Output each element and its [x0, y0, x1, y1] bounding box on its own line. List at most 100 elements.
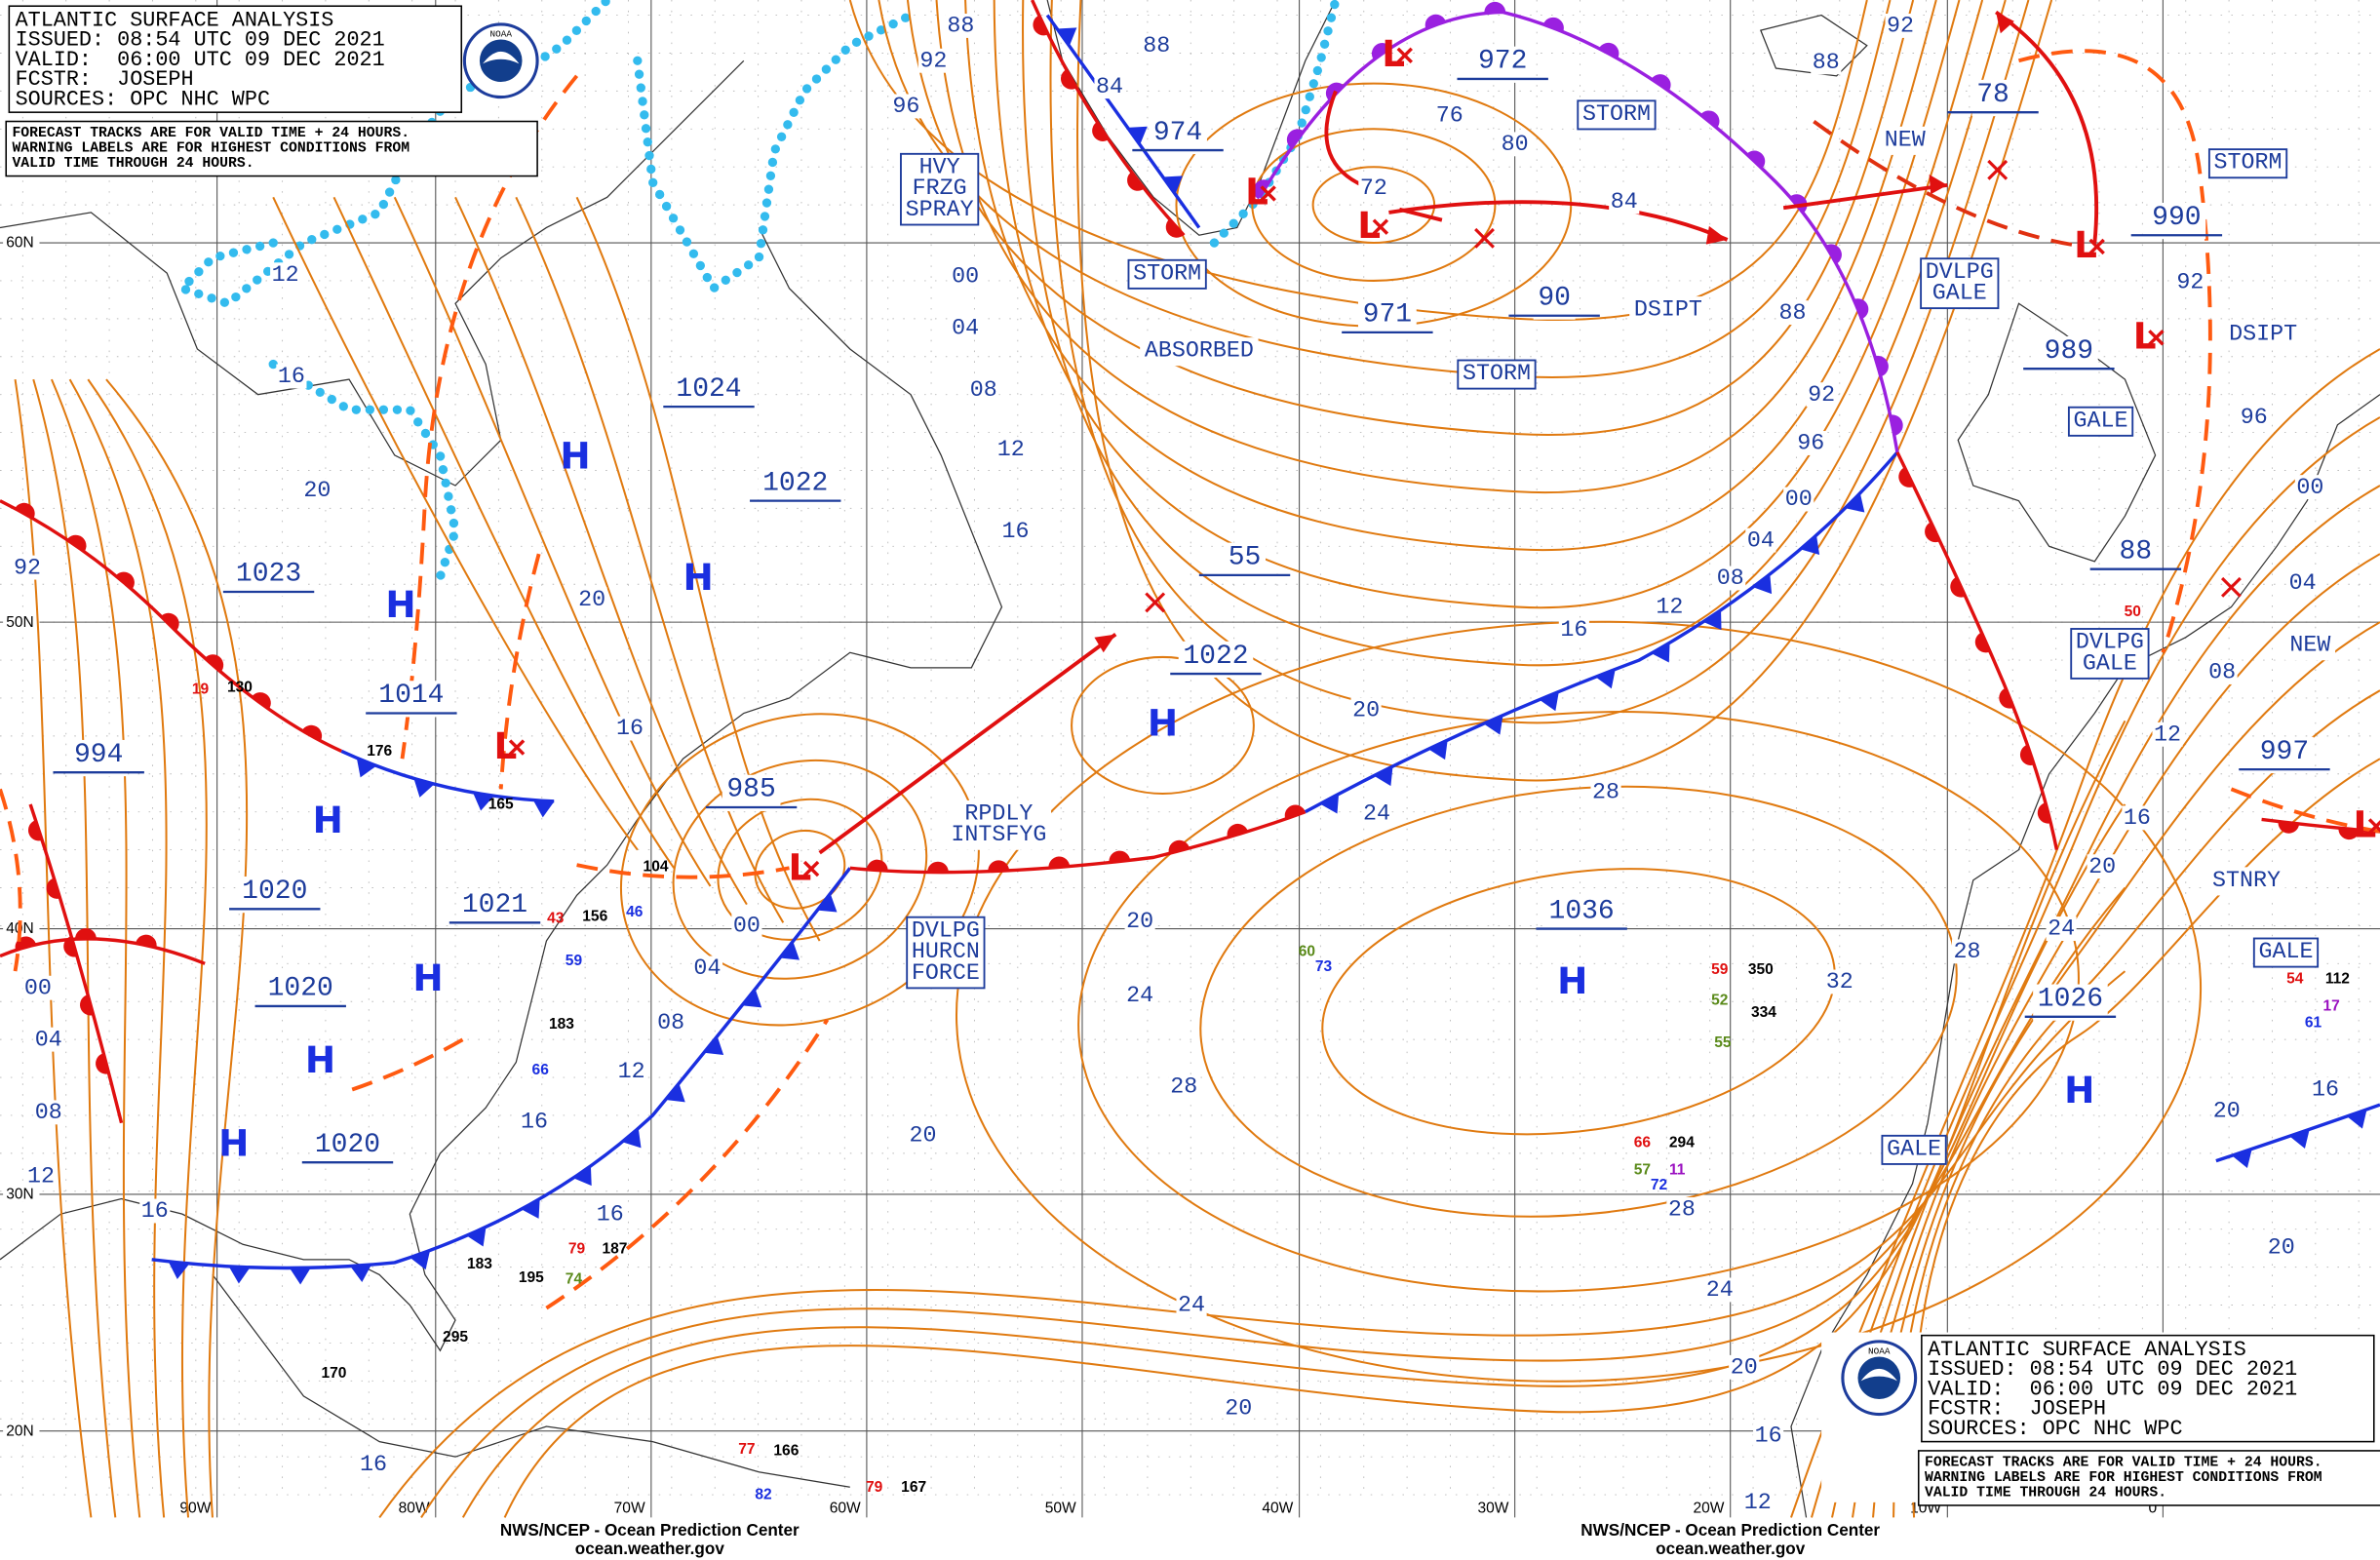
isobar-label-bg: [1358, 176, 1389, 201]
ice-edge-line: [268, 359, 460, 582]
warm-front-pip: [1542, 17, 1564, 32]
isobar: [1076, 0, 2053, 782]
warm-front-pip: [27, 820, 43, 841]
high-center: H: [683, 556, 713, 599]
warm-front-pip: [1825, 244, 1842, 264]
isobar-label-bg: [33, 1027, 64, 1052]
warning-text: GALE: [2258, 940, 2313, 965]
cold-front-pip: [665, 1083, 685, 1103]
warning-text: STORM: [1582, 102, 1651, 128]
low-x: [508, 739, 526, 756]
isobar-label-bg: [2206, 660, 2238, 684]
warm-front-pip: [80, 994, 94, 1016]
isobar: [1911, 758, 2380, 1518]
isobar-label: 12: [2154, 722, 2181, 748]
cold-front-pip: [356, 758, 377, 778]
warm-front-pip: [1227, 823, 1248, 838]
fronts: [0, 0, 2380, 1285]
cold-front-pip: [622, 1128, 642, 1149]
isobar-label-bg: [270, 262, 301, 288]
front: [0, 937, 206, 965]
isobar-label: 12: [997, 438, 1025, 463]
warning-text: DSIPT: [1634, 298, 1702, 324]
cold-front-pip: [1702, 609, 1722, 630]
track-arrow: [1929, 174, 1948, 195]
warm-front-pip: [1999, 687, 2014, 709]
note-line: WARNING LABELS ARE FOR HIGHEST CONDITION…: [12, 141, 410, 157]
isobar-label-bg: [1811, 50, 1842, 75]
pressure-value: 1022: [1183, 642, 1248, 672]
warning-text: STORM: [1133, 261, 1201, 287]
cold-front-pip: [168, 1261, 190, 1279]
isobar-label-bg: [1742, 1490, 1774, 1515]
isobar-label: 72: [1360, 176, 1387, 202]
header-line: FCSTR: JOSEPH: [16, 67, 194, 92]
isobar-label-bg: [1223, 1395, 1254, 1421]
warning-box: [1920, 257, 2000, 310]
isobar-label: 20: [910, 1123, 937, 1149]
warm-front-pip: [1048, 856, 1071, 869]
warm-front-pip: [1109, 850, 1131, 863]
warm-front-pip: [1974, 632, 1991, 653]
isobar-label: 12: [1656, 596, 1683, 621]
low-x: [1372, 218, 1389, 235]
warning-box: [1881, 1134, 1947, 1165]
isobar-label-bg: [614, 716, 645, 741]
trough: [351, 1037, 464, 1092]
warm-front-pip: [1371, 43, 1391, 60]
station-value: 17: [2323, 998, 2340, 1015]
isobar-label: 24: [1178, 1294, 1205, 1319]
isobar: [378, 970, 2126, 1519]
isobar-label: 28: [1954, 940, 1981, 965]
isobar-label: 20: [2088, 855, 2116, 880]
isobar-label: 92: [1808, 383, 1835, 409]
isobar-label-bg: [1753, 1423, 1784, 1448]
storm-track: [1995, 10, 2099, 244]
isobar-label: 20: [303, 479, 331, 504]
isobar-label-bg: [301, 478, 332, 503]
station-value: 50: [2125, 604, 2142, 620]
warm-front-pip: [1033, 15, 1049, 36]
isobar-label-bg: [1806, 382, 1837, 408]
isobar-label-bg: [950, 263, 981, 289]
cold-front-pip: [817, 893, 838, 913]
isobar-label: 04: [2289, 571, 2317, 597]
station-value: 19: [192, 681, 210, 697]
isobar-label: 04: [693, 956, 721, 982]
note-line: WARNING LABELS ARE FOR HIGHEST CONDITION…: [1925, 1470, 2322, 1486]
isobar-label: 92: [2176, 271, 2204, 296]
logo-inner: [479, 39, 523, 83]
pressure-bg: [2039, 335, 2098, 373]
footer-agency: NWS/NCEP - Ocean Prediction Center: [1580, 1521, 1880, 1540]
pressure-bg: [2255, 736, 2314, 774]
pressure-value: 1024: [676, 374, 741, 405]
trough: [1813, 119, 2081, 249]
isobar-label-bg: [2266, 1234, 2297, 1260]
low-x: [2088, 238, 2105, 255]
track-arrow: [1705, 225, 1728, 245]
latitude-label: 50N: [6, 614, 34, 631]
isobar-label-bg: [691, 956, 723, 981]
isobar-label: 84: [1611, 190, 1638, 215]
warning-text: INTSFYG: [951, 823, 1046, 848]
pressure-bg: [1149, 117, 1207, 155]
pressure-value: 1020: [242, 877, 307, 907]
cold-front-pip: [1539, 691, 1559, 712]
isobar: [993, 0, 1984, 609]
warning-text: GALE: [1887, 1137, 1941, 1162]
longitude-label: 40W: [1262, 1501, 1293, 1517]
note-line: FORECAST TRACKS ARE FOR VALID TIME + 24 …: [1925, 1456, 2322, 1471]
warm-front-pip: [988, 860, 1010, 872]
pressure-bg: [69, 739, 129, 777]
isobar-label-bg: [1350, 697, 1382, 722]
station-value: 183: [467, 1256, 492, 1272]
note-box: [1917, 1450, 2380, 1506]
warning-box: [1127, 258, 1207, 290]
isobar-label: 88: [1143, 34, 1170, 59]
header-line: ISSUED: 08:54 UTC 09 DEC 2021: [1928, 1357, 2297, 1382]
logo-text: NOAA: [490, 28, 513, 39]
warning-text: STORM: [1463, 362, 1531, 387]
isobar-label-bg: [1168, 1073, 1199, 1099]
isobar: [575, 196, 821, 942]
front: [151, 867, 852, 1270]
